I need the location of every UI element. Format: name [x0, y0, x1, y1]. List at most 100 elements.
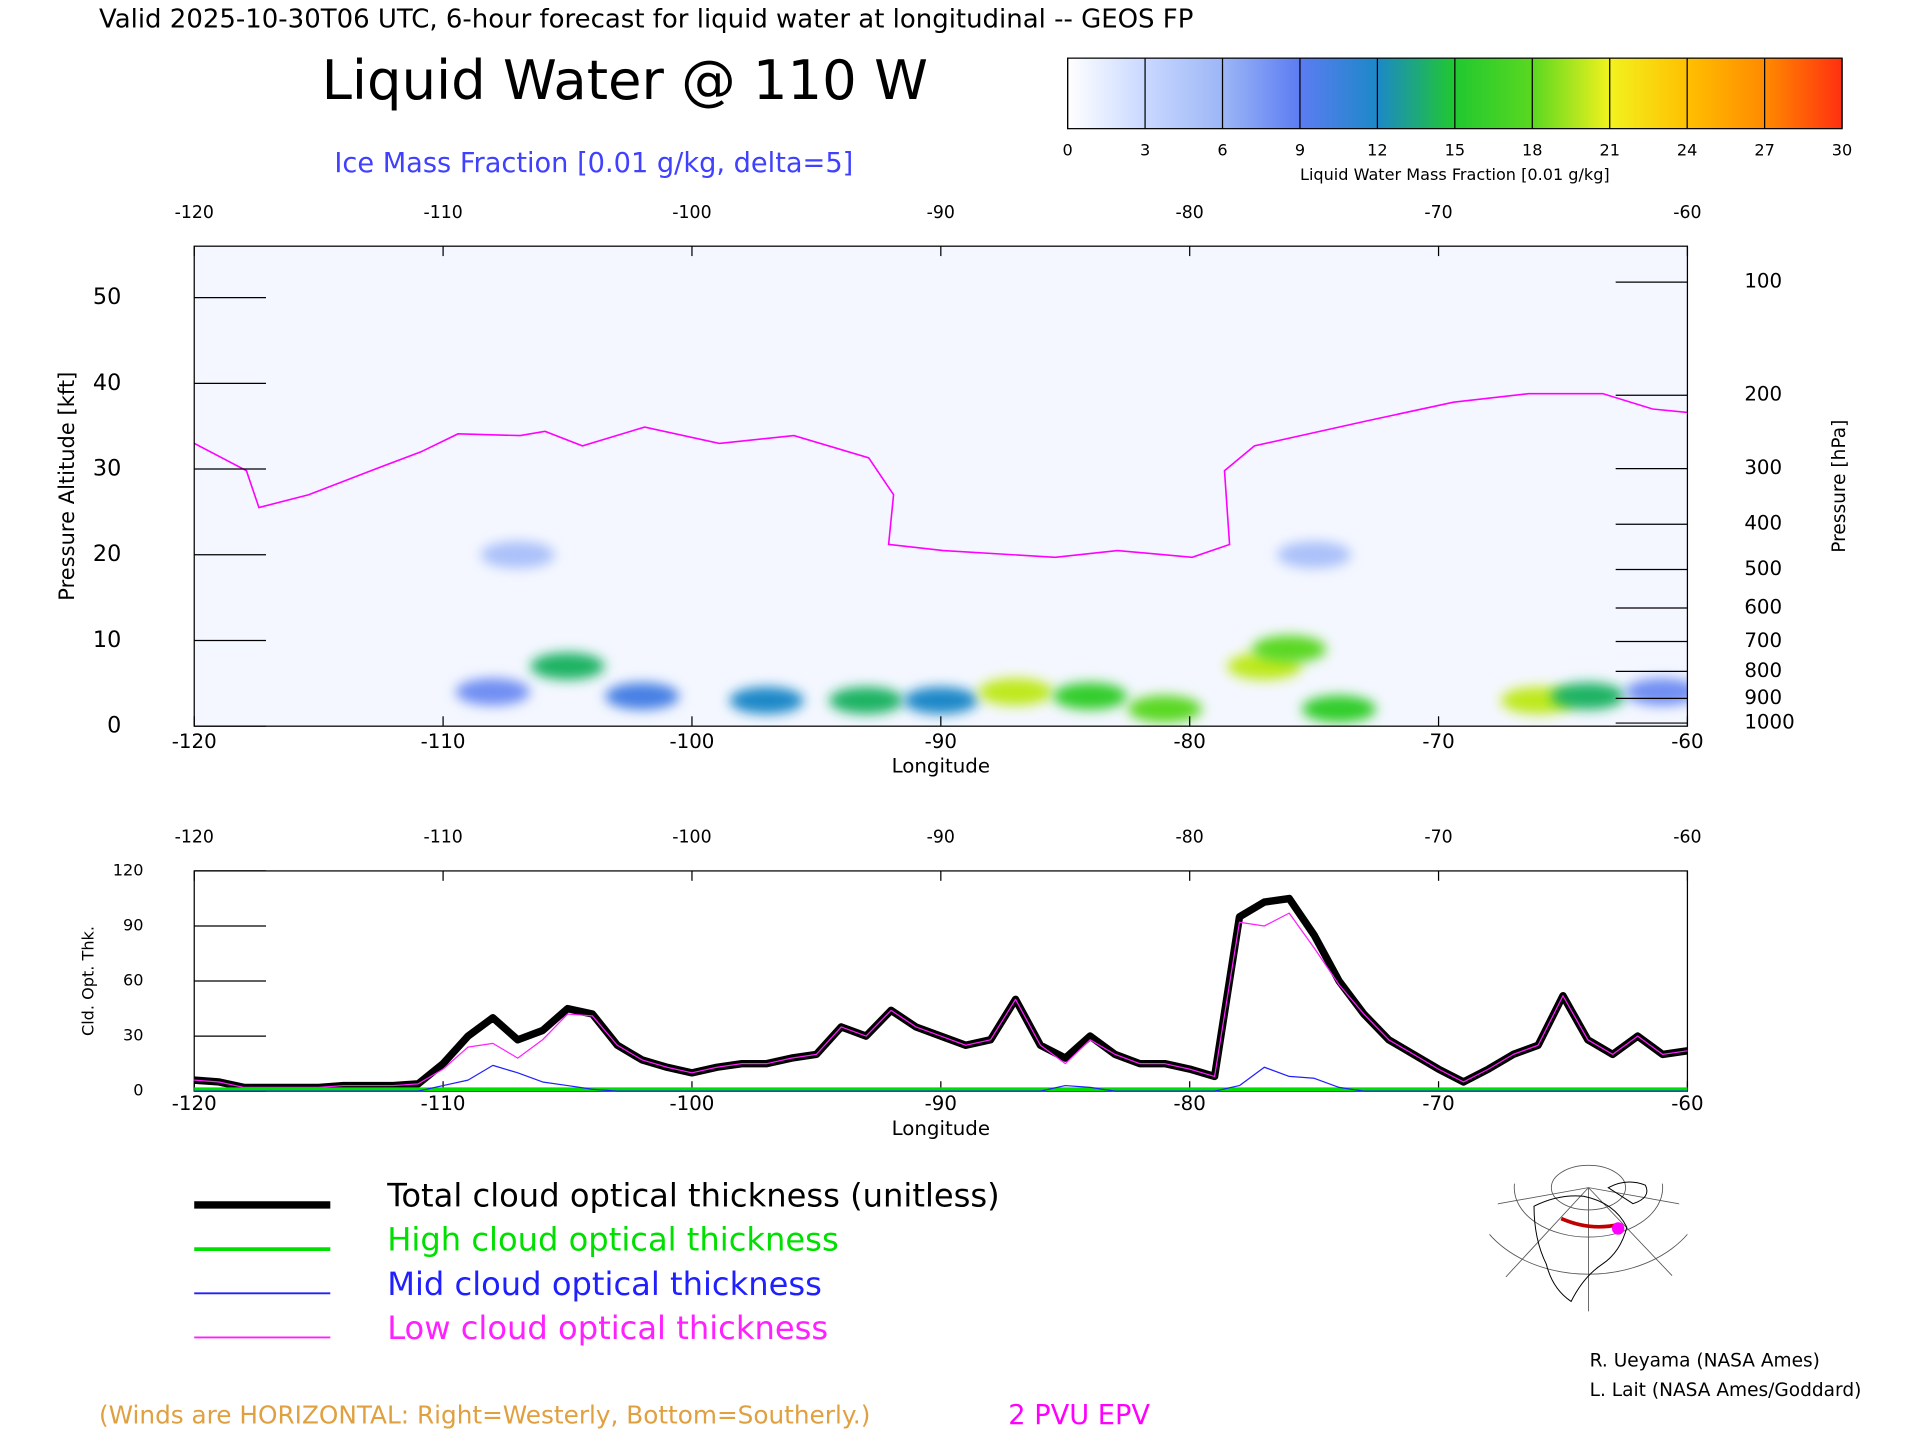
x-tick-label: -80	[1174, 730, 1206, 753]
cloud-cell	[1277, 541, 1352, 569]
cloud-cells	[194, 392, 1688, 723]
legend-label: Low cloud optical thickness	[387, 1309, 828, 1347]
optical-thickness-chart: -120 -120 -110 -110 -100 -100 -90 -90 -80 -80 -70 -…	[79, 828, 1704, 1140]
tropopause-line	[194, 392, 1688, 559]
y2-tick-label: 800	[1744, 659, 1782, 682]
colorbar-segment	[1687, 58, 1765, 129]
colorbar-tick-label: 6	[1217, 140, 1227, 159]
cloud-cell	[1625, 678, 1688, 706]
map-meridian	[1588, 1187, 1683, 1287]
x-tick-label-top: -110	[423, 203, 462, 223]
x-tick-label-top: -90	[927, 203, 955, 223]
colorbar-tick-label: 18	[1522, 140, 1542, 159]
x-tick-label: -90	[925, 730, 957, 753]
colorbar-segment	[1299, 58, 1378, 129]
colorbar-segment	[1067, 58, 1146, 129]
y2-tick-label: 900	[1744, 686, 1782, 709]
x-tick-label-top: -110	[423, 828, 462, 848]
colorbar-tick-label: 0	[1063, 140, 1073, 159]
x-tick-label: -100	[670, 730, 715, 753]
x-axis-label: Longitude	[892, 755, 990, 778]
y-axis-label: Pressure Altitude [kft]	[54, 372, 79, 601]
series-line	[194, 1064, 1688, 1092]
x-tick-label: -70	[1422, 1092, 1454, 1115]
y-tick-label: 30	[93, 456, 121, 482]
subtitle: Ice Mass Fraction [0.01 g/kg, delta=5]	[334, 148, 853, 179]
y2-tick-label: 500	[1744, 557, 1782, 580]
y-tick-label: 60	[123, 971, 143, 990]
y2-tick-label: 600	[1744, 595, 1782, 618]
epv-note: 2 PVU EPV	[1008, 1400, 1150, 1431]
colorbar-segment	[1145, 58, 1223, 129]
x-tick-label-top: -80	[1176, 203, 1204, 223]
y-tick-label: 30	[123, 1026, 143, 1045]
x-tick-label: -60	[1671, 1092, 1703, 1115]
cloud-cell	[530, 652, 605, 680]
colorbar-tick-label: 30	[1832, 140, 1852, 159]
x-tick-label: -60	[1671, 730, 1703, 753]
x-tick-label: -110	[421, 1092, 466, 1115]
legend: Total cloud optical thickness (unitless)…	[194, 1177, 1000, 1347]
y2-tick-label: 200	[1744, 383, 1782, 406]
y-tick-label: 40	[93, 370, 121, 396]
cloud-cell	[1252, 635, 1327, 663]
credit: L. Lait (NASA Ames/Goddard)	[1590, 1380, 1862, 1401]
series-line	[193, 894, 1688, 1092]
y-tick-label: 10	[93, 627, 121, 653]
colorbar-tick-label: 9	[1295, 140, 1305, 159]
y-tick-label: 0	[107, 713, 121, 739]
colorbar-tick-label: 21	[1599, 140, 1619, 159]
cloud-cell	[480, 541, 555, 569]
map-graticule	[1489, 1157, 1688, 1312]
map-marker	[1611, 1222, 1625, 1235]
plot-background	[194, 246, 1688, 727]
x-tick-label: -70	[1422, 730, 1454, 753]
cloud-cell	[1301, 695, 1377, 723]
x-tick-label-top: -100	[672, 203, 711, 223]
colorbar-label: Liquid Water Mass Fraction [0.01 g/kg]	[1300, 165, 1610, 184]
cross-section: -120 -120 -110 -110 -100 -100 -90 -90 -80 -80 -70 -…	[54, 203, 1850, 778]
x-tick-label: -110	[421, 730, 466, 753]
y-tick-label: 50	[93, 284, 121, 310]
main-title: Liquid Water @ 110 W	[322, 48, 928, 112]
colorbar-segment	[1532, 58, 1610, 129]
winds-note: (Winds are HORIZONTAL: Right=Westerly, B…	[99, 1400, 870, 1429]
map-meridian	[1496, 1187, 1589, 1287]
x-tick-label: -120	[172, 1092, 217, 1115]
cloud-cell	[829, 686, 904, 715]
plot-frame	[193, 870, 1689, 1092]
legend-label: Mid cloud optical thickness	[387, 1265, 822, 1303]
y-tick-label: 20	[93, 541, 121, 567]
map-meridian	[1489, 1187, 1589, 1207]
colorbar-tick-label: 12	[1367, 140, 1387, 159]
colorbar-tick-label: 3	[1140, 140, 1150, 159]
credit: R. Ueyama (NASA Ames)	[1590, 1350, 1820, 1371]
y2-axis-label: Pressure [hPa]	[1829, 420, 1850, 553]
legend-label: Total cloud optical thickness (unitless)	[386, 1177, 1000, 1215]
x-tick-label: -120	[172, 730, 217, 753]
colorbar-segment	[1222, 58, 1300, 129]
legend-label: High cloud optical thickness	[387, 1221, 839, 1259]
x-tick-label: -90	[925, 1092, 957, 1115]
series-line	[194, 912, 1688, 1089]
cloud-cell	[903, 686, 978, 715]
cloud-cell	[729, 686, 804, 715]
cloud-cell	[605, 682, 680, 710]
locator-map	[1489, 1157, 1688, 1312]
colorbar-segment	[1377, 58, 1455, 129]
valid-line: Valid 2025-10-30T06 UTC, 6-hour forecast…	[99, 4, 1193, 34]
y2-tick-label: 300	[1744, 456, 1782, 479]
cloud-cell	[455, 678, 530, 706]
colorbar-frame	[1067, 57, 1843, 130]
map-meridian	[1588, 1187, 1688, 1207]
x-tick-label-top: -70	[1424, 203, 1452, 223]
colorbar-tick-label: 15	[1445, 140, 1465, 159]
y2-tick-label: 400	[1744, 512, 1782, 535]
x-tick-label-top: -70	[1424, 828, 1452, 848]
colorbar: 0 3 6 9 12 15 18 21 24 27 30 Liquid Water Mass Frac…	[1063, 57, 1852, 184]
cloud-cell	[978, 678, 1053, 706]
y2-tick-label: 100	[1744, 270, 1782, 293]
colorbar-segment	[1454, 58, 1533, 129]
